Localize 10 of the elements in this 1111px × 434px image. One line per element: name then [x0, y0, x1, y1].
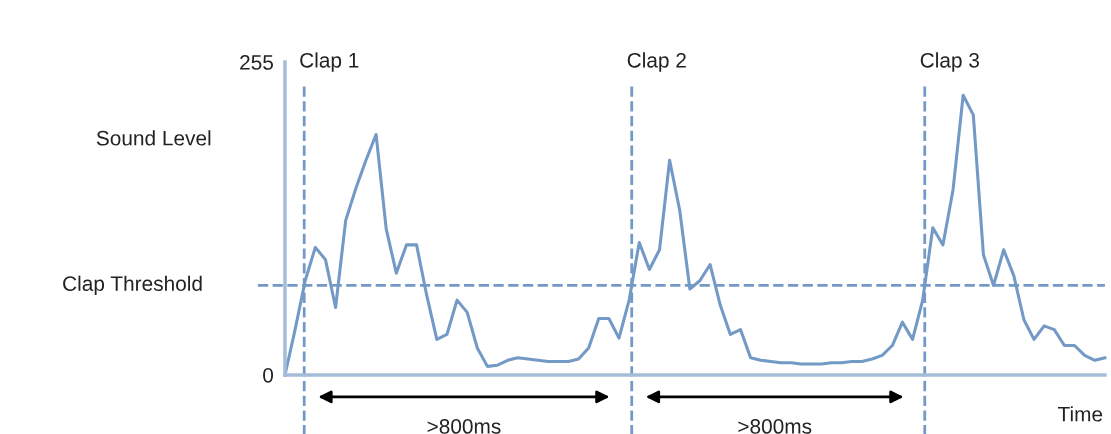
y-tick-label: 0 — [263, 367, 274, 383]
x-axis-title: Time — [1058, 406, 1103, 422]
annotation: Clap 2 — [627, 52, 686, 72]
text: >800ms — [427, 419, 501, 434]
text: >800ms — [738, 419, 812, 434]
annotation: Clap 3 — [920, 52, 979, 72]
annotation: Clap 1 — [300, 52, 359, 72]
ref-line-label: Clap Threshold — [63, 275, 202, 296]
y-tick-label: 255 — [240, 55, 273, 70]
y-axis-title: Sound Level — [96, 130, 211, 146]
